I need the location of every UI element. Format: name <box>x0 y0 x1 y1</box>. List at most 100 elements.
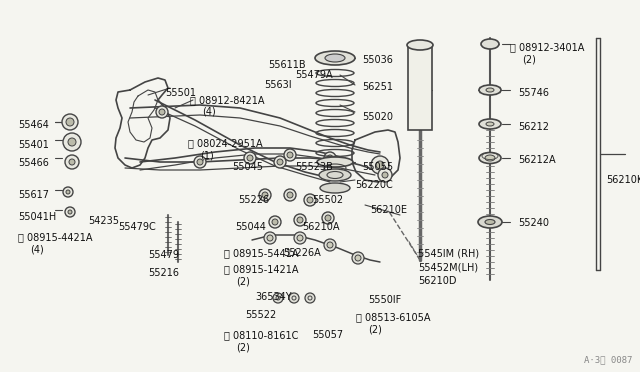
Text: 55502: 55502 <box>312 195 343 205</box>
Circle shape <box>327 155 333 161</box>
Circle shape <box>289 293 299 303</box>
Ellipse shape <box>479 85 501 95</box>
Circle shape <box>159 109 165 115</box>
Circle shape <box>277 159 283 165</box>
Ellipse shape <box>481 39 499 49</box>
Text: 56210K: 56210K <box>606 175 640 185</box>
Text: A·3‸ 0087: A·3‸ 0087 <box>584 355 632 364</box>
Text: 55226: 55226 <box>238 195 269 205</box>
Circle shape <box>352 252 364 264</box>
Circle shape <box>324 239 336 251</box>
Circle shape <box>259 189 271 201</box>
Circle shape <box>197 159 203 165</box>
Text: 55226A: 55226A <box>283 248 321 258</box>
Text: 55479: 55479 <box>148 250 179 260</box>
Circle shape <box>294 214 306 226</box>
Text: 55041H: 55041H <box>18 212 56 222</box>
Text: Ⓧ 08915-4421A: Ⓧ 08915-4421A <box>18 232 93 242</box>
Circle shape <box>247 155 253 161</box>
Ellipse shape <box>486 88 494 92</box>
Circle shape <box>355 255 361 261</box>
Ellipse shape <box>486 122 494 126</box>
Text: 56210E: 56210E <box>370 205 407 215</box>
Circle shape <box>297 235 303 241</box>
Ellipse shape <box>407 40 433 50</box>
Ellipse shape <box>485 219 495 224</box>
Text: 55452M(LH): 55452M(LH) <box>418 262 478 272</box>
Circle shape <box>66 190 70 194</box>
Ellipse shape <box>479 119 501 129</box>
Circle shape <box>62 114 78 130</box>
Text: Ⓑ 08024-2951A: Ⓑ 08024-2951A <box>188 138 262 148</box>
Circle shape <box>284 149 296 161</box>
Text: 55464: 55464 <box>18 120 49 130</box>
Circle shape <box>269 216 281 228</box>
Circle shape <box>287 152 293 158</box>
Text: 55057: 55057 <box>312 330 343 340</box>
Text: 55036: 55036 <box>362 55 393 65</box>
Text: (4): (4) <box>202 107 216 117</box>
Text: (4): (4) <box>30 244 44 254</box>
Circle shape <box>376 161 384 169</box>
Ellipse shape <box>325 54 345 62</box>
Text: 55479A: 55479A <box>295 70 333 80</box>
Circle shape <box>274 156 286 168</box>
Circle shape <box>297 217 303 223</box>
Text: (1): (1) <box>200 150 214 160</box>
Text: 5550lF: 5550lF <box>368 295 401 305</box>
Text: 55746: 55746 <box>518 88 549 98</box>
Circle shape <box>63 133 81 151</box>
Ellipse shape <box>315 51 355 65</box>
Text: 56220C: 56220C <box>355 180 393 190</box>
Ellipse shape <box>479 153 501 164</box>
Ellipse shape <box>317 157 353 167</box>
Circle shape <box>68 210 72 214</box>
Text: (2): (2) <box>522 54 536 64</box>
Text: 55216: 55216 <box>148 268 179 278</box>
Ellipse shape <box>485 155 495 161</box>
Text: 56212A: 56212A <box>518 155 556 165</box>
Text: 55523B: 55523B <box>295 162 333 172</box>
Text: 55611B: 55611B <box>268 60 306 70</box>
Text: 56212: 56212 <box>518 122 549 132</box>
Text: (2): (2) <box>236 342 250 352</box>
Circle shape <box>63 187 73 197</box>
Text: 55045: 55045 <box>232 162 263 172</box>
Circle shape <box>68 138 76 146</box>
Ellipse shape <box>319 169 351 181</box>
Text: 55055: 55055 <box>362 162 393 172</box>
Text: Ⓝ 08912-8421A: Ⓝ 08912-8421A <box>190 95 264 105</box>
Circle shape <box>273 293 283 303</box>
Text: 55501: 55501 <box>165 88 196 98</box>
Circle shape <box>264 232 276 244</box>
Circle shape <box>194 156 206 168</box>
Circle shape <box>69 159 75 165</box>
Circle shape <box>322 212 334 224</box>
Circle shape <box>244 152 256 164</box>
Ellipse shape <box>320 183 350 193</box>
Circle shape <box>307 197 313 203</box>
Text: 56210D: 56210D <box>418 276 456 286</box>
Text: 55020: 55020 <box>362 112 393 122</box>
Text: 55522: 55522 <box>245 310 276 320</box>
Circle shape <box>382 172 388 178</box>
Text: 55466: 55466 <box>18 158 49 168</box>
Text: Ⓝ 08912-3401A: Ⓝ 08912-3401A <box>510 42 584 52</box>
Circle shape <box>378 168 392 182</box>
Text: 54235: 54235 <box>88 216 119 226</box>
Circle shape <box>156 106 168 118</box>
Text: 55479C: 55479C <box>118 222 156 232</box>
Text: 55240: 55240 <box>518 218 549 228</box>
Circle shape <box>327 242 333 248</box>
Bar <box>408 45 432 130</box>
Circle shape <box>325 215 331 221</box>
Text: 56251: 56251 <box>362 82 393 92</box>
Circle shape <box>267 235 273 241</box>
Text: (2): (2) <box>368 324 382 334</box>
Circle shape <box>305 293 315 303</box>
Circle shape <box>65 207 75 217</box>
Circle shape <box>66 118 74 126</box>
Circle shape <box>371 156 389 174</box>
Text: 55617: 55617 <box>18 190 49 200</box>
Circle shape <box>304 194 316 206</box>
